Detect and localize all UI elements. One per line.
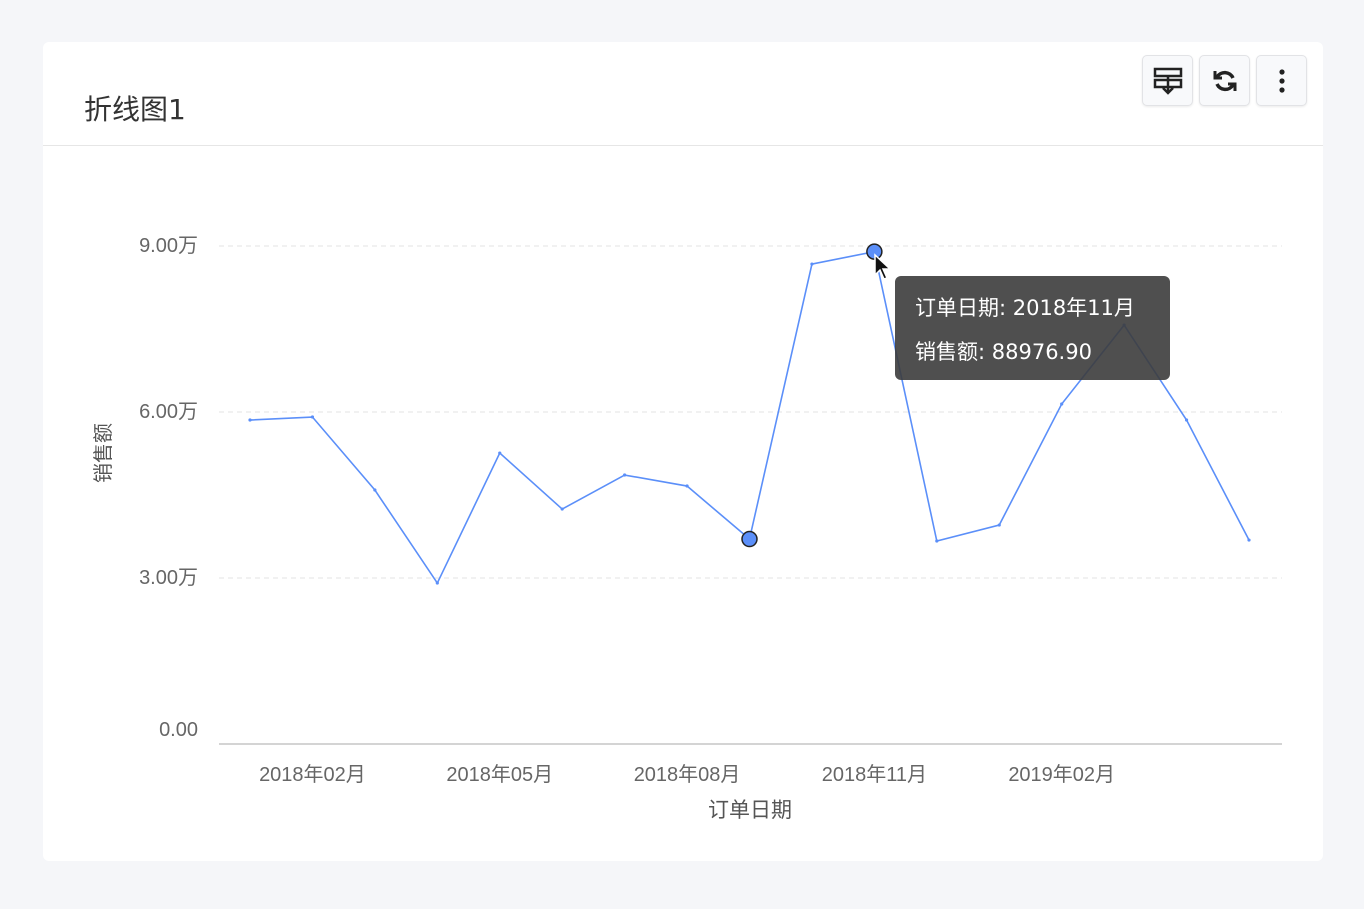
y-tick-label: 0.00 (159, 719, 198, 741)
data-point (810, 262, 814, 266)
x-tick-label: 2018年11月 (822, 763, 927, 786)
x-axis-title: 订单日期 (708, 798, 792, 822)
y-axis-title: 销售额 (91, 423, 115, 483)
x-tick-label: 2018年05月 (446, 763, 553, 786)
data-point (435, 581, 439, 585)
y-tick-label: 3.00万 (139, 567, 198, 589)
chart-card: 折线图1 (43, 42, 1323, 861)
data-point (1247, 538, 1251, 542)
x-tick-label: 2019年02月 (1008, 763, 1115, 786)
card-header: 折线图1 (43, 42, 1323, 146)
refresh-icon (1213, 70, 1236, 91)
highlighted-point (741, 530, 758, 548)
tooltip: 订单日期: 2018年11月 销售额: 88976.90 (895, 276, 1170, 380)
export-button[interactable] (1142, 55, 1193, 106)
export-icon (1153, 67, 1182, 95)
x-tick-label: 2018年02月 (259, 763, 366, 786)
data-point (498, 451, 502, 455)
chart-title: 折线图1 (84, 93, 186, 126)
data-point (310, 415, 315, 419)
data-point (373, 488, 377, 492)
x-tick-label: 2018年08月 (634, 763, 741, 786)
data-point (997, 523, 1001, 527)
data-point (1184, 418, 1189, 422)
data-point (685, 484, 689, 488)
tooltip-value: 销售额: 88976.90 (915, 340, 1092, 364)
mouse-cursor-icon (874, 253, 892, 280)
tooltip-date: 订单日期: 2018年11月 (915, 296, 1135, 320)
data-point (248, 418, 252, 422)
data-point (623, 473, 627, 477)
data-point (560, 507, 564, 511)
y-tick-label: 9.00万 (139, 235, 198, 257)
more-vertical-icon (1278, 68, 1285, 93)
data-point (935, 539, 939, 543)
more-button[interactable] (1256, 55, 1307, 106)
refresh-button[interactable] (1199, 55, 1250, 106)
y-tick-label: 6.00万 (139, 401, 198, 423)
data-point (1060, 402, 1064, 406)
